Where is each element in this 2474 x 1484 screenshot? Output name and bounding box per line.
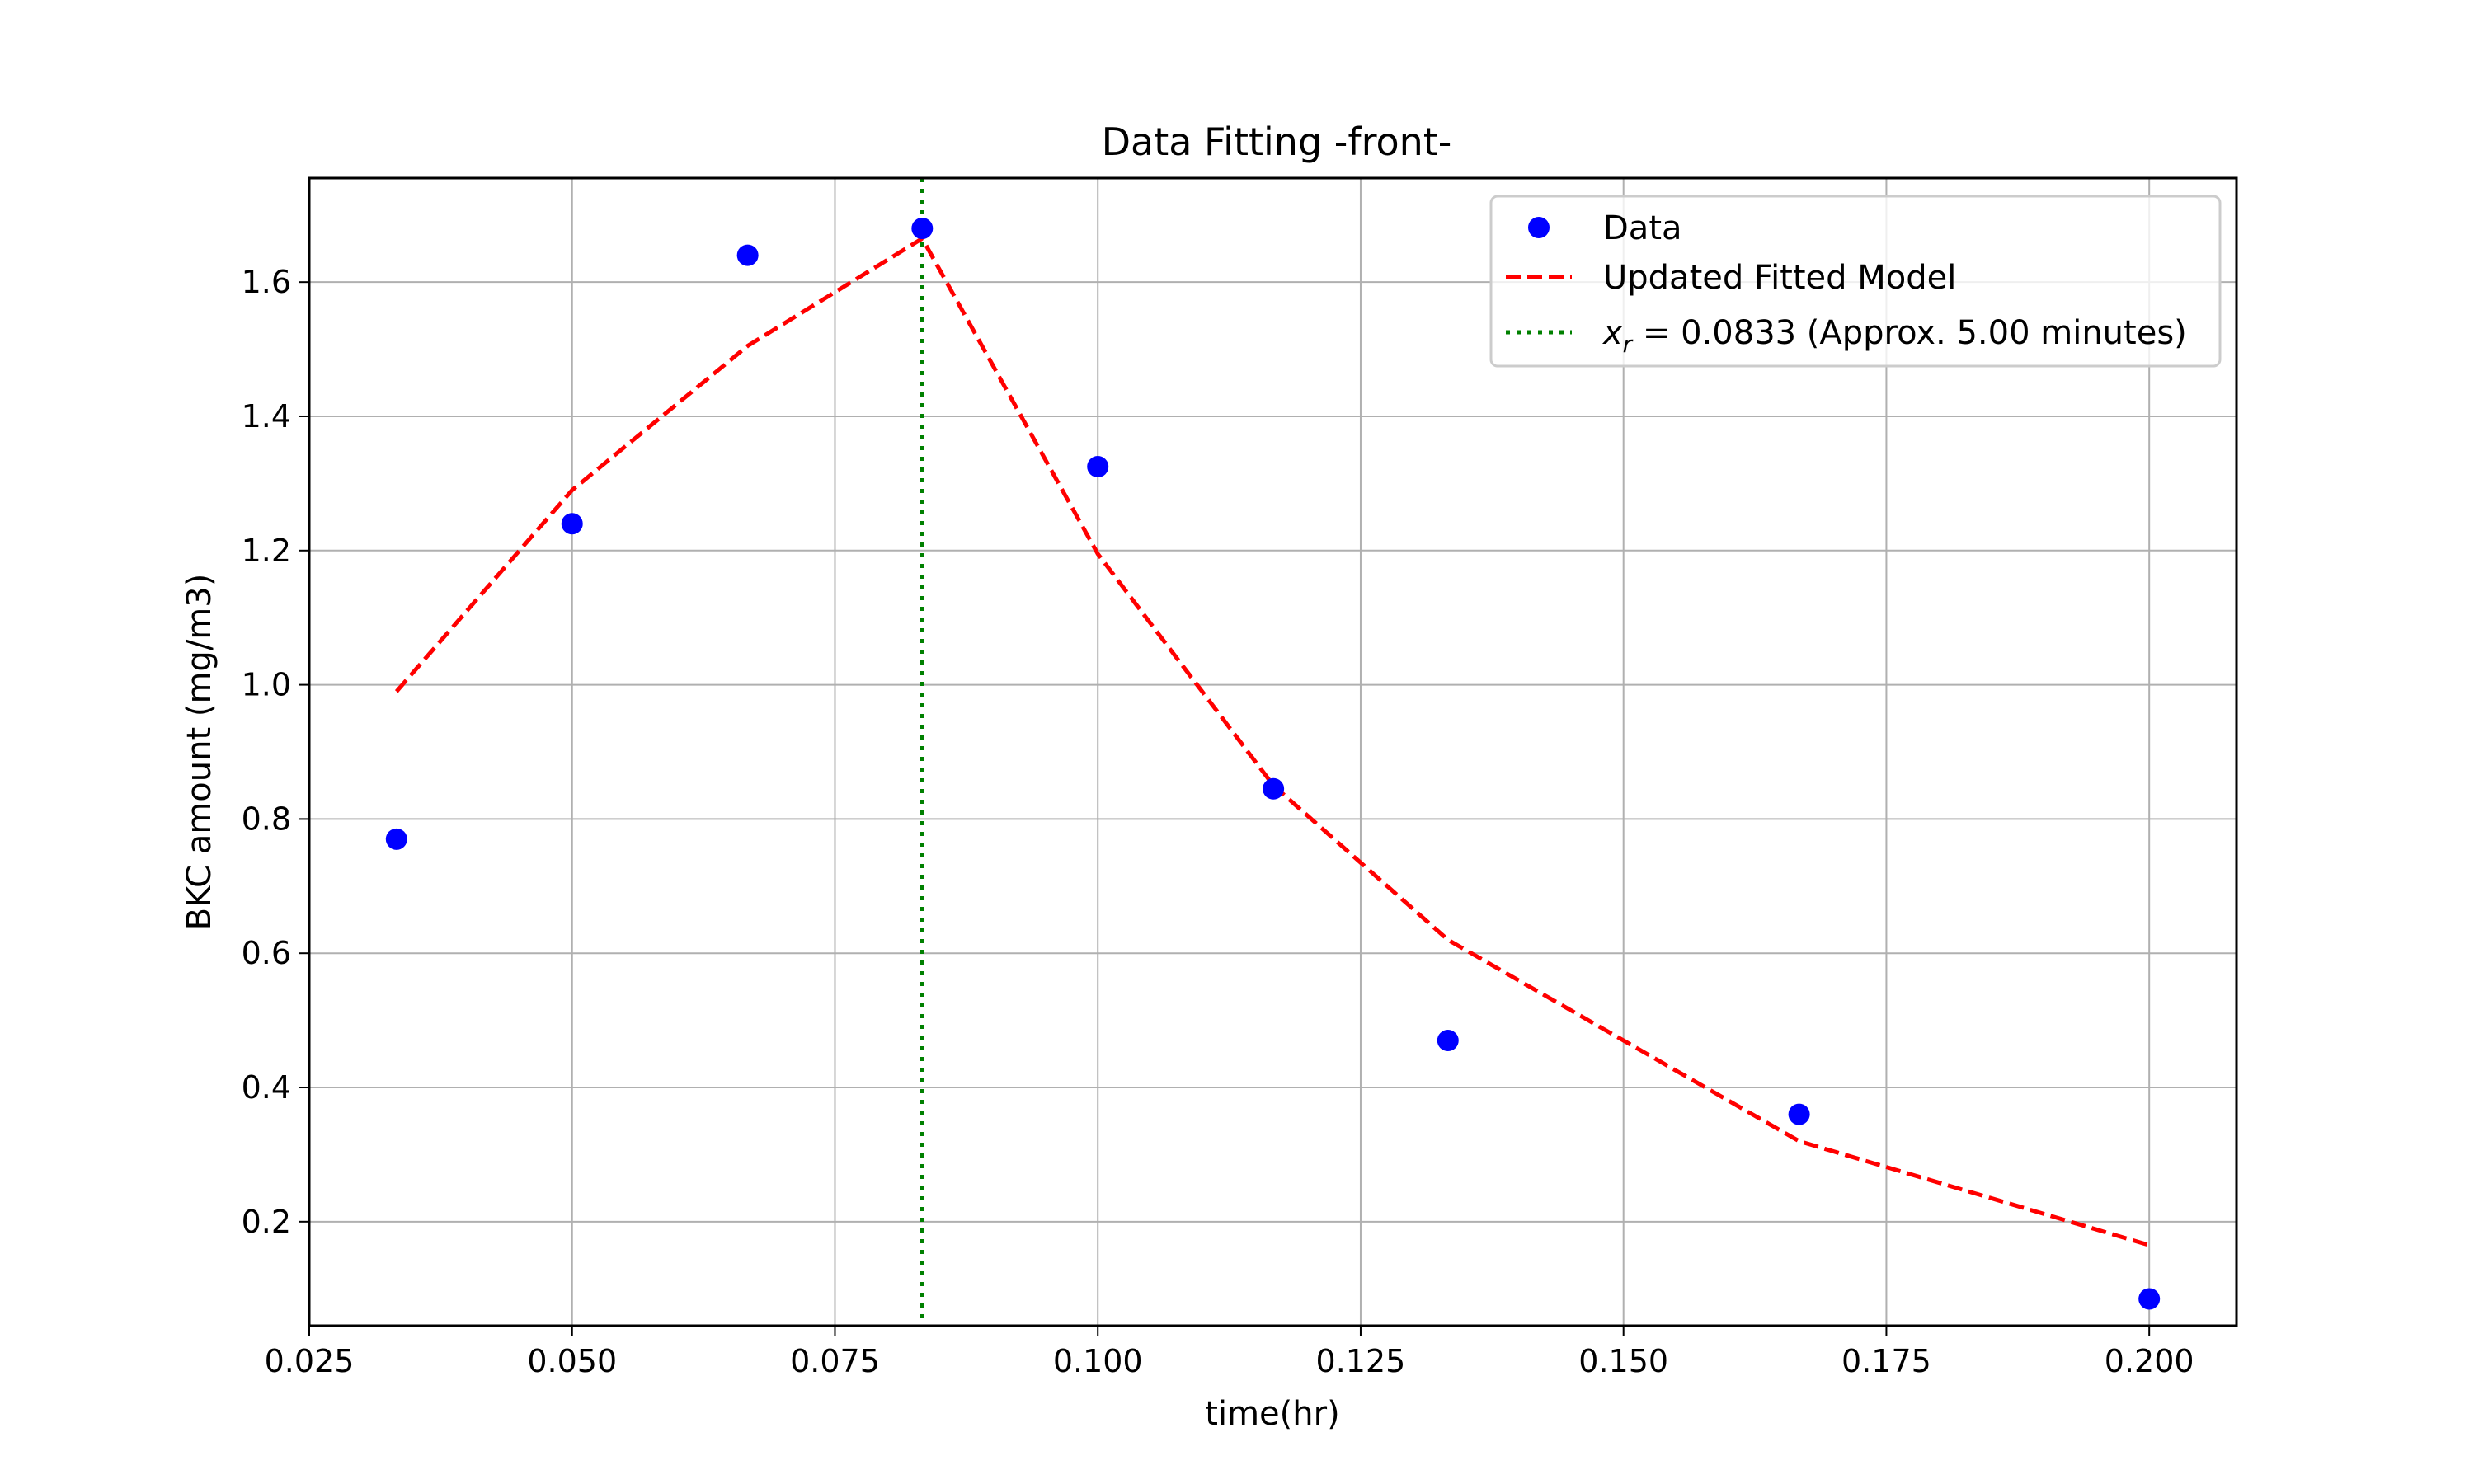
y-tick-label: 1.4: [242, 398, 291, 434]
data-point: [2138, 1288, 2161, 1310]
legend-fit-label: Updated Fitted Model: [1603, 259, 1956, 297]
legend-box: [1489, 195, 2222, 368]
x-tick-label: 0.150: [1578, 1343, 1668, 1379]
data-point: [561, 513, 583, 535]
x-tick-label: 0.075: [790, 1343, 880, 1379]
x-tick-label: 0.100: [1053, 1343, 1143, 1379]
y-tick-label: 1.0: [242, 667, 291, 703]
legend-vline-label: xr = 0.0833 (Approx. 5.00 minutes): [1602, 314, 2187, 358]
y-axis-ticks: 0.2 0.4 0.6 0.8 1.0 1.2 1.4 1.6: [242, 264, 309, 1240]
y-axis-label: BKC amount (mg/m3): [181, 574, 219, 931]
y-tick-label: 1.6: [242, 264, 291, 300]
x-tick-label: 0.175: [1841, 1343, 1931, 1379]
legend-data-label: Data: [1603, 209, 1682, 247]
x-tick-label: 0.050: [527, 1343, 617, 1379]
data-point: [1087, 456, 1109, 478]
x-tick-label: 0.200: [2105, 1343, 2194, 1379]
x-tick-label: 0.125: [1316, 1343, 1406, 1379]
grid: [308, 178, 2236, 1326]
plot-series: [385, 178, 2161, 1326]
legend-data-marker: [1528, 217, 1550, 238]
y-tick-label: 0.8: [242, 801, 291, 837]
x-axis-label: time(hr): [1205, 1395, 1339, 1433]
x-axis-ticks: 0.025 0.050 0.075 0.100 0.125 0.150 0.175 0.200: [265, 1326, 2194, 1379]
data-point: [911, 218, 934, 240]
x-tick-label: 0.025: [265, 1343, 355, 1379]
y-tick-label: 0.6: [242, 935, 291, 971]
data-point: [1437, 1030, 1459, 1052]
data-point: [736, 244, 759, 266]
fitted-model-line: [394, 235, 2150, 1247]
data-point: [1263, 777, 1285, 800]
legend: Data Updated Fitted Model xr = 0.0833 (A…: [1489, 195, 2222, 368]
y-tick-label: 1.2: [242, 533, 291, 569]
data-point: [385, 828, 407, 850]
data-point: [1788, 1103, 1810, 1125]
chart-title: Data Fitting -front-: [1102, 120, 1452, 164]
plot-frame: [308, 176, 2238, 1327]
y-tick-label: 0.2: [242, 1204, 291, 1240]
y-tick-label: 0.4: [242, 1069, 291, 1106]
